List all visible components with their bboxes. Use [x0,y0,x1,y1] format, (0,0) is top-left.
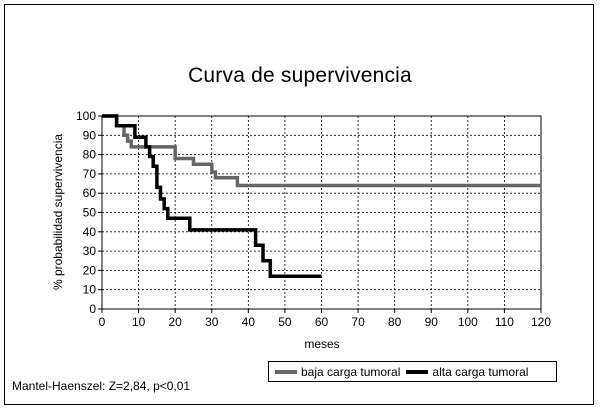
series-line-1 [102,114,322,278]
y-tick-label: 50 [83,206,97,220]
x-tick-label: 110 [495,315,514,329]
y-tick-label: 0 [89,302,96,316]
y-tick-label: 40 [83,225,97,239]
x-tick-label: 0 [99,315,106,329]
legend-swatch-baja [275,369,297,374]
x-tick-label: 60 [315,315,329,329]
legend-label-baja: baja carga tumoral [301,364,401,379]
x-tick-label: 10 [132,315,146,329]
legend: baja carga tumoral alta carga tumoral [268,361,557,382]
statistic-annotation: Mantel-Haenszel: Z=2,84, p<0,01 [12,379,191,393]
y-tick-label: 60 [83,186,97,200]
series-line-0 [102,114,541,188]
y-tick-label: 20 [83,263,97,277]
y-tick-label: 30 [83,244,97,258]
legend-label-alta: alta carga tumoral [432,364,529,379]
legend-swatch-alta [406,369,429,374]
x-tick-label: 50 [278,315,292,329]
chart-title: Curva de supervivencia [188,64,412,87]
x-tick-label: 30 [205,315,219,329]
x-tick-label: 80 [388,315,402,329]
legend-item-baja: baja carga tumoral [275,365,400,379]
x-tick-label: 70 [351,315,365,329]
x-tick-label: 100 [458,315,478,329]
x-tick-label: 120 [531,315,551,329]
x-tick-label: 20 [168,315,182,329]
x-tick-label: 90 [425,315,439,329]
y-tick-label: 70 [83,167,97,181]
x-tick-label: 40 [242,315,256,329]
legend-item-alta: alta carga tumoral [406,365,528,379]
x-axis-label: meses [304,337,340,351]
y-tick-label: 10 [83,283,97,297]
figure-frame [4,4,594,405]
y-tick-label: 100 [76,109,96,123]
y-tick-label: 80 [83,148,97,162]
y-tick-label: 90 [83,128,97,142]
